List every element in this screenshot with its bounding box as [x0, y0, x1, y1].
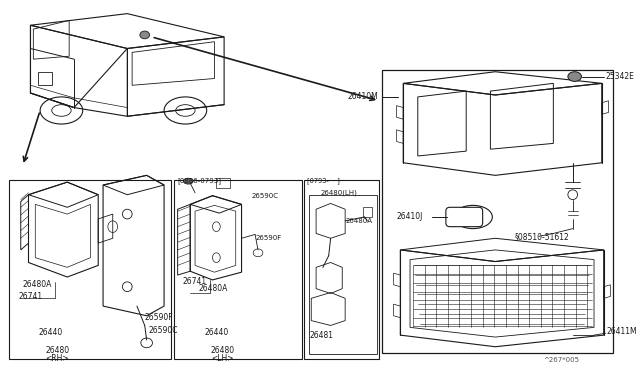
- Text: 26480: 26480: [45, 346, 70, 355]
- Text: 26481: 26481: [309, 331, 333, 340]
- Text: <RH>: <RH>: [45, 354, 69, 363]
- Ellipse shape: [184, 178, 193, 184]
- Bar: [309, 195, 377, 355]
- Text: ^267*005: ^267*005: [543, 357, 580, 363]
- Ellipse shape: [140, 31, 150, 39]
- Bar: [447, 211, 464, 223]
- Ellipse shape: [568, 72, 581, 81]
- Text: <LH>: <LH>: [211, 354, 234, 363]
- Text: [0886-0793]: [0886-0793]: [178, 177, 221, 183]
- Text: 26590C: 26590C: [148, 326, 178, 335]
- Text: 26480: 26480: [210, 346, 234, 355]
- Text: 25342E: 25342E: [605, 72, 634, 81]
- Text: 26741: 26741: [182, 278, 207, 286]
- Text: 26590F: 26590F: [145, 313, 173, 322]
- Text: [0793-    ]: [0793- ]: [307, 177, 340, 183]
- Bar: [173, 180, 301, 359]
- Bar: [216, 178, 230, 188]
- Text: 26440: 26440: [205, 328, 229, 337]
- Text: 26410M: 26410M: [347, 92, 378, 102]
- Text: 26411M: 26411M: [607, 327, 637, 336]
- Text: 26480A: 26480A: [22, 280, 52, 289]
- Bar: [382, 70, 613, 353]
- Text: 26480A: 26480A: [345, 218, 372, 224]
- Text: 26480(LH): 26480(LH): [321, 189, 358, 196]
- Text: 26590F: 26590F: [255, 235, 282, 241]
- Text: 26590C: 26590C: [252, 193, 278, 199]
- FancyBboxPatch shape: [446, 207, 483, 227]
- Text: 26440: 26440: [38, 328, 63, 337]
- Bar: [305, 180, 379, 359]
- Bar: [38, 72, 52, 85]
- Bar: [363, 207, 372, 217]
- Bar: [9, 180, 171, 359]
- Text: §08510-51612: §08510-51612: [515, 232, 570, 241]
- Text: 26741: 26741: [19, 292, 43, 301]
- Text: 26410J: 26410J: [396, 212, 423, 221]
- Text: 26480A: 26480A: [199, 284, 228, 293]
